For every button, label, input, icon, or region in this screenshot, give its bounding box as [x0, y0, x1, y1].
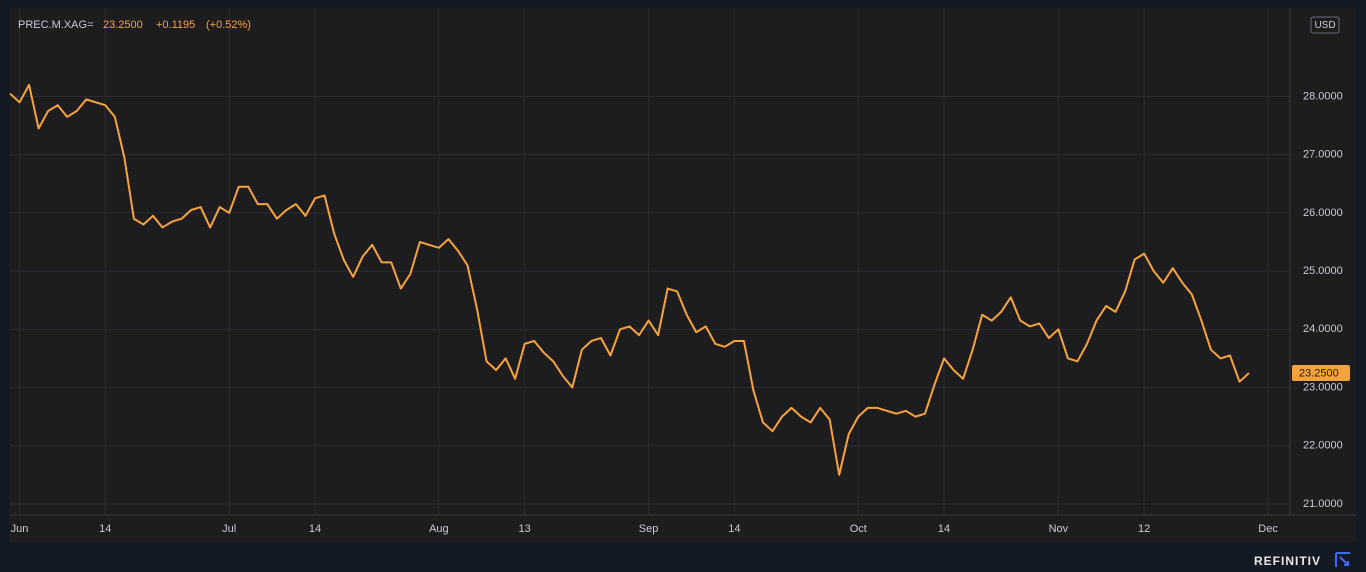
- x-tick-label: 14: [938, 523, 950, 535]
- x-tick-label: Sep: [639, 523, 659, 535]
- y-tick-label: 21.0000: [1303, 498, 1343, 510]
- x-tick-label: 14: [728, 523, 740, 535]
- marks: [9, 83, 1250, 476]
- y-tick-label: 26.0000: [1303, 207, 1343, 219]
- x-tick-label: 12: [1138, 523, 1150, 535]
- currency-box[interactable]: [1310, 16, 1340, 34]
- y-tick-label: 28.0000: [1303, 90, 1343, 102]
- x-tick-label: Oct: [850, 523, 867, 535]
- symbol: PREC.M.XAG=: [18, 19, 94, 31]
- grid: [10, 8, 1290, 515]
- brand-logo: [1335, 552, 1350, 567]
- x-tick-label: Jun: [11, 523, 29, 535]
- last-price-tag: [1292, 364, 1350, 381]
- y-tick-label: 23.0000: [1303, 381, 1343, 393]
- y-tick-label: 22.0000: [1303, 440, 1343, 452]
- y-tick-label: 27.0000: [1303, 149, 1343, 161]
- x-tick-label: 14: [309, 523, 321, 535]
- x-tick-label: Aug: [429, 523, 449, 535]
- y-tick-label: 25.0000: [1303, 265, 1343, 277]
- chart-panel: [10, 8, 1356, 542]
- change: +0.1195: [156, 19, 195, 31]
- x-tick-label: 13: [519, 523, 531, 535]
- x-tick-label: Jul: [222, 523, 236, 535]
- change-pct: (+0.52%): [206, 19, 251, 31]
- x-tick-label: Nov: [1049, 523, 1069, 535]
- x-tick-label: Dec: [1258, 523, 1278, 535]
- currency[interactable]: USD: [1314, 20, 1335, 31]
- last-price: 23.2500: [103, 19, 143, 31]
- brand: REFINITIV: [1254, 554, 1321, 568]
- x-tick-label: 14: [99, 523, 111, 535]
- last-price-label: 23.2500: [1299, 367, 1339, 379]
- y-tick-label: 24.0000: [1303, 323, 1343, 335]
- price-line: [9, 83, 1250, 476]
